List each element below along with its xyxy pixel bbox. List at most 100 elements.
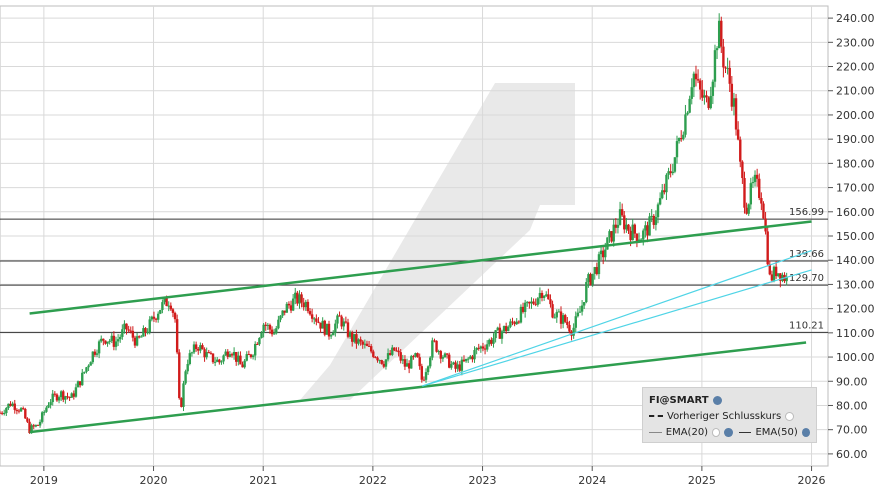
candle-body bbox=[614, 224, 618, 228]
candle-body bbox=[340, 316, 343, 327]
candle-body bbox=[521, 306, 525, 312]
candle-body bbox=[163, 297, 166, 303]
candle-body bbox=[89, 362, 92, 366]
candle-body bbox=[0, 412, 4, 414]
candle-body bbox=[420, 366, 424, 380]
candle-body bbox=[403, 359, 407, 367]
candle-body bbox=[766, 231, 769, 265]
candle-body bbox=[15, 409, 19, 411]
gear-icon[interactable] bbox=[801, 427, 810, 437]
candle-body bbox=[741, 161, 744, 179]
candle-body bbox=[496, 327, 499, 331]
toggle-dot-icon[interactable] bbox=[712, 427, 721, 437]
candle-body bbox=[407, 363, 411, 369]
candle-body bbox=[68, 396, 71, 398]
candle-body bbox=[95, 353, 99, 355]
candle-body bbox=[384, 359, 388, 367]
candle-body bbox=[462, 359, 466, 362]
x-tick-label: 2021 bbox=[249, 474, 277, 487]
candle-body bbox=[439, 351, 442, 359]
candle-body bbox=[72, 393, 76, 397]
y-tick-label: 120.00 bbox=[836, 303, 875, 316]
candle-body bbox=[616, 224, 620, 228]
candle-body bbox=[448, 354, 451, 368]
y-tick-label: 70.00 bbox=[836, 424, 868, 437]
candle-body bbox=[336, 315, 339, 324]
candle-body bbox=[104, 340, 107, 344]
candle-body bbox=[131, 330, 135, 338]
candle-body bbox=[186, 364, 189, 372]
candle-body bbox=[87, 365, 90, 368]
candle-body bbox=[758, 178, 761, 199]
candle-body bbox=[287, 303, 291, 306]
candle-body bbox=[256, 343, 259, 345]
candle-body bbox=[108, 340, 111, 342]
y-tick-label: 220.00 bbox=[836, 61, 875, 74]
candle-body bbox=[203, 349, 206, 358]
candle-body bbox=[272, 333, 276, 335]
candle-body bbox=[498, 327, 502, 339]
y-tick-label: 240.00 bbox=[836, 12, 875, 25]
y-tick-label: 160.00 bbox=[836, 206, 875, 219]
y-tick-label: 140.00 bbox=[836, 254, 875, 267]
toggle-dot-icon[interactable] bbox=[785, 411, 795, 421]
candle-body bbox=[355, 334, 358, 344]
candle-body bbox=[121, 329, 124, 337]
candle-body bbox=[701, 89, 704, 98]
candle-body bbox=[717, 20, 721, 49]
candle-body bbox=[745, 207, 748, 214]
candle-body bbox=[296, 292, 299, 304]
candle-body bbox=[572, 327, 575, 336]
candle-body bbox=[369, 346, 373, 352]
candle-body bbox=[694, 73, 698, 80]
gear-icon[interactable] bbox=[712, 395, 722, 405]
candle-body bbox=[175, 319, 179, 353]
candle-body bbox=[329, 335, 333, 337]
candle-body bbox=[762, 203, 765, 219]
candle-body bbox=[443, 353, 447, 358]
candle-body bbox=[182, 383, 185, 407]
candle-body bbox=[707, 97, 710, 109]
candle-body bbox=[382, 363, 386, 367]
candle-body bbox=[357, 339, 360, 344]
candle-body bbox=[116, 339, 120, 342]
candle-body bbox=[658, 198, 662, 205]
candle-body bbox=[540, 292, 544, 298]
candle-body bbox=[633, 224, 637, 234]
candle-body bbox=[19, 408, 23, 412]
candle-body bbox=[431, 340, 434, 358]
candle-body bbox=[648, 216, 651, 236]
candle-body bbox=[137, 336, 141, 338]
candle-body bbox=[620, 209, 624, 216]
candle-body bbox=[513, 322, 516, 325]
candle-body bbox=[623, 215, 626, 230]
candle-body bbox=[595, 267, 599, 275]
gear-icon[interactable] bbox=[724, 427, 733, 437]
candle-body bbox=[100, 338, 103, 342]
candle-body bbox=[199, 345, 202, 351]
candle-body bbox=[11, 403, 14, 407]
candle-body bbox=[580, 305, 584, 312]
candle-body bbox=[24, 409, 27, 419]
candle-body bbox=[64, 396, 67, 400]
candle-body bbox=[490, 339, 493, 344]
candle-body bbox=[28, 421, 31, 434]
candle-body bbox=[764, 218, 767, 232]
candle-body bbox=[119, 336, 122, 340]
candle-body bbox=[564, 315, 567, 322]
candle-body bbox=[601, 250, 605, 258]
x-tick-label: 2025 bbox=[688, 474, 716, 487]
candle-body bbox=[348, 332, 352, 337]
candle-body bbox=[545, 294, 548, 296]
x-tick-label: 2026 bbox=[798, 474, 826, 487]
legend-prev-close: Vorheriger Schlusskurs bbox=[667, 410, 782, 422]
candle-body bbox=[734, 98, 738, 130]
candle-body bbox=[677, 138, 681, 142]
candle-body bbox=[576, 312, 580, 317]
candle-body bbox=[479, 346, 483, 349]
candle-body bbox=[43, 411, 46, 413]
candle-body bbox=[703, 95, 706, 98]
candle-body bbox=[21, 408, 25, 410]
candle-body bbox=[456, 364, 459, 369]
candle-body bbox=[475, 347, 478, 351]
